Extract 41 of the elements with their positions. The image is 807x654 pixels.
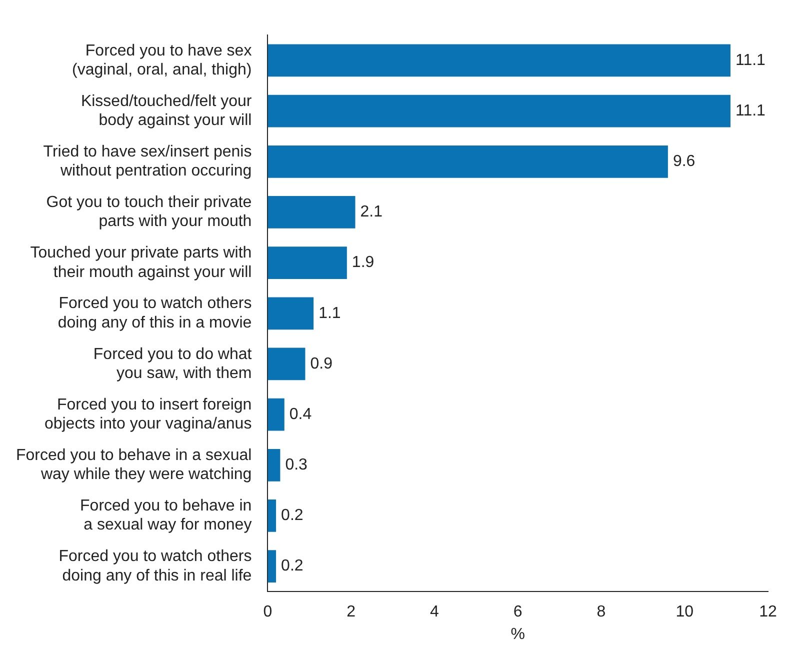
bar — [268, 94, 730, 128]
data-label: 0.3 — [285, 456, 308, 474]
y-tick-label: Forced you to watch others doing any of this in a movie — [58, 295, 252, 332]
bar — [268, 297, 314, 330]
bar — [268, 246, 347, 280]
y-tick-label: Tried to have sex/insert penis without pentration occuring — [43, 143, 252, 180]
data-label: 1.1 — [318, 304, 341, 322]
data-label: 0.9 — [310, 355, 333, 372]
x-tick-label: 4 — [430, 604, 440, 621]
bar — [268, 398, 284, 431]
bar — [268, 196, 356, 228]
y-tick-label: Kissed/touched/felt your body against your will — [80, 92, 252, 130]
x-tick-label: 6 — [513, 604, 522, 621]
bar — [268, 448, 280, 482]
y-tick-label: Forced you to do what you saw, with them — [93, 346, 252, 382]
bar — [268, 348, 306, 380]
data-label: 9.6 — [672, 153, 696, 170]
data-label: 1.9 — [352, 254, 374, 272]
y-tick-label: Forced you to have sex (vaginal, oral, anal, thigh) — [72, 42, 252, 78]
x-tick-label: 10 — [676, 604, 694, 621]
x-tick-label: 2 — [346, 604, 356, 621]
bar — [268, 500, 276, 532]
y-tick-label: Forced you to insert foreign objects into your vagina/anus — [44, 396, 252, 433]
y-tick-label: Forced you to behave in a sexual way for money — [80, 498, 252, 534]
data-label: 11.1 — [735, 102, 766, 120]
bar — [268, 145, 668, 178]
y-tick-label: Forced you to behave in a sexual way while they were watching — [16, 446, 252, 484]
y-tick-label: Got you to touch their private parts with your mouth — [46, 194, 252, 230]
bar — [268, 44, 730, 77]
y-tick-label: Forced you to watch others doing any of this in real life — [58, 548, 252, 584]
bar — [268, 550, 276, 582]
data-label: 2.1 — [360, 204, 383, 221]
x-axis-title: % — [510, 626, 525, 643]
y-tick-label: Touched your private parts with their mouth against your will — [30, 244, 252, 281]
data-label: 0.2 — [281, 558, 304, 575]
data-label: 0.4 — [289, 406, 312, 423]
x-tick-label: 8 — [596, 604, 606, 621]
x-tick-label: 12 — [759, 604, 777, 621]
data-label: 11.1 — [735, 52, 766, 69]
x-tick-label: 0 — [263, 604, 272, 621]
data-label: 0.2 — [281, 507, 304, 524]
